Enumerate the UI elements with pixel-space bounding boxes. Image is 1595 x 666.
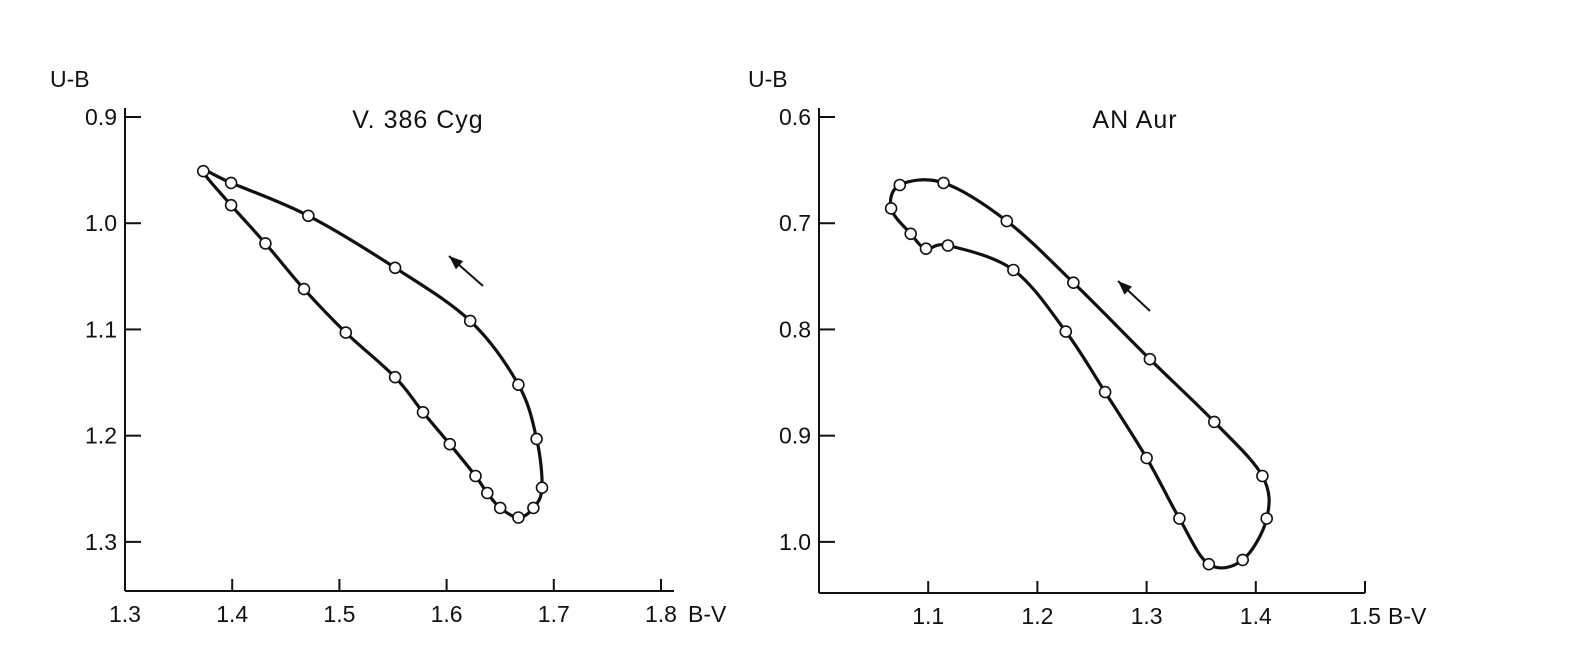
y-tick-label: 0.9 — [779, 423, 811, 449]
data-point — [1007, 263, 1020, 277]
data-point — [493, 501, 507, 515]
data-point — [1000, 214, 1014, 228]
y-tick-label: 1.3 — [85, 529, 117, 555]
arrow-head — [1118, 281, 1132, 295]
x-tick-label: 1.5 — [1349, 603, 1381, 629]
data-point — [480, 486, 494, 500]
chart-title: V. 386 Cyg — [352, 106, 483, 134]
data-point — [512, 378, 525, 392]
direction-arrow — [448, 255, 484, 287]
data-point — [339, 326, 353, 339]
x-tick-label: 1.1 — [912, 603, 944, 629]
data-point — [1140, 451, 1153, 465]
color-loop-curve — [888, 178, 1271, 570]
x-tick-label: 1.4 — [1240, 603, 1272, 629]
y-tick-label: 1.2 — [85, 423, 117, 449]
x-tick-label: 1.8 — [645, 601, 677, 627]
data-point — [301, 209, 315, 223]
data-point — [1236, 553, 1249, 567]
x-tick-label: 1.3 — [1131, 603, 1163, 629]
color-loop-curve — [201, 168, 544, 520]
x-axis-title: B-V — [1388, 603, 1427, 629]
chart-v386-cyg: 0.9 1.0 1.1 1.2 1.3 1.3 1.4 1.5 1.6 1.7 1.8 B-V U-B V… — [50, 66, 727, 627]
data-point — [388, 261, 402, 275]
x-tick-label: 1.2 — [1021, 603, 1053, 629]
y-tick-label: 0.8 — [779, 316, 811, 342]
data-point — [297, 282, 311, 296]
data-point — [535, 481, 549, 495]
x-tick-label: 1.3 — [109, 601, 141, 627]
data-point — [1256, 469, 1269, 483]
y-tick-label: 1.1 — [85, 316, 117, 342]
y-tick-label: 0.7 — [779, 210, 811, 236]
data-point — [259, 237, 272, 250]
data-point — [388, 370, 402, 384]
x-tick-label: 1.5 — [323, 601, 355, 627]
data-point — [904, 227, 918, 241]
x-axis-title: B-V — [688, 601, 727, 627]
y-tick-label: 0.9 — [85, 104, 117, 130]
data-point — [1098, 385, 1112, 399]
y-axis-title: U-B — [748, 66, 788, 92]
data-point — [463, 314, 477, 328]
chart-title: AN Aur — [1092, 106, 1177, 134]
data-point — [1202, 557, 1216, 571]
data-point — [197, 164, 210, 178]
data-point — [1208, 415, 1221, 429]
data-point — [1067, 276, 1080, 290]
arrow-head — [449, 256, 464, 270]
data-point — [224, 176, 238, 190]
data-point — [527, 501, 540, 515]
data-point — [893, 178, 907, 192]
data-point — [1059, 325, 1073, 338]
data-point — [919, 242, 933, 255]
data-point — [443, 437, 457, 451]
direction-arrow — [1117, 280, 1151, 312]
data-point — [469, 469, 482, 483]
x-tick-label: 1.6 — [431, 601, 463, 627]
data-point — [941, 239, 955, 252]
x-tick-label: 1.4 — [216, 601, 248, 627]
data-point — [512, 511, 525, 524]
data-point — [530, 432, 543, 446]
data-point — [1173, 512, 1186, 525]
chart-an-aur: 0.6 0.7 0.8 0.9 1.0 1.1 1.2 1.3 1.4 1.5 B-V U-B AN A… — [748, 66, 1427, 629]
y-axis-title: U-B — [50, 66, 90, 92]
data-point — [884, 202, 898, 215]
data-point — [1260, 512, 1273, 525]
data-point — [224, 198, 238, 212]
y-tick-label: 0.6 — [779, 104, 811, 130]
y-tick-label: 1.0 — [85, 210, 117, 236]
data-point — [416, 405, 430, 419]
data-point — [937, 176, 950, 190]
data-point — [1143, 352, 1157, 366]
x-tick-label: 1.7 — [538, 601, 570, 627]
y-tick-label: 1.0 — [779, 529, 811, 555]
